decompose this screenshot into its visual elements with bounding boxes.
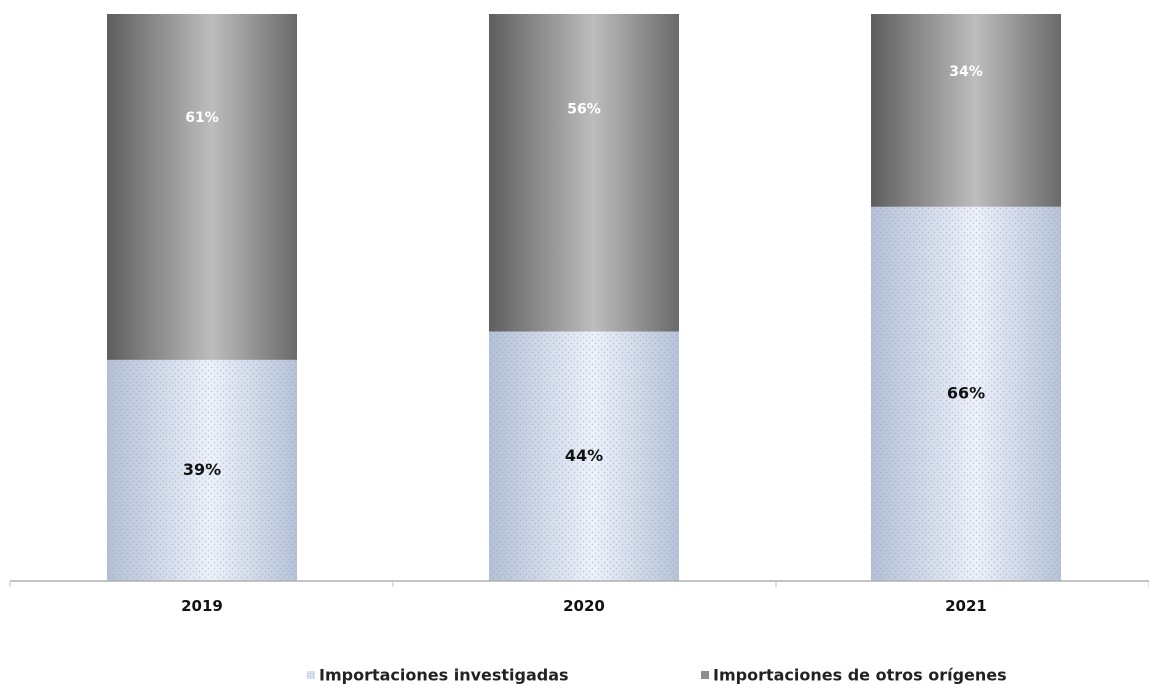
x-tick-label-2019: 2019 — [181, 597, 223, 615]
x-tick-marks — [9, 581, 1149, 587]
bar-texture — [871, 206, 1061, 581]
bar-texture — [107, 359, 297, 581]
legend-swatch-texture — [307, 671, 315, 679]
x-axis-labels: 2019 2020 2021 — [181, 597, 987, 615]
x-tick-label-2021: 2021 — [945, 597, 987, 615]
bars-layer — [107, 14, 1061, 581]
bar-fill — [871, 14, 1061, 207]
data-label-2020-investigadas: 44% — [565, 446, 603, 465]
data-label-2020-otros: 56% — [567, 101, 601, 117]
legend: Importaciones investigadas Importaciones … — [307, 666, 1007, 685]
data-label-2021-investigadas: 66% — [947, 383, 985, 402]
legend-label-investigadas: Importaciones investigadas — [319, 666, 569, 685]
bar-fill — [489, 14, 679, 332]
data-label-2019-otros: 61% — [185, 110, 219, 126]
bar-fill — [107, 14, 297, 360]
data-labels-layer: 39% 61% 44% 56% 66% 34% — [183, 64, 985, 479]
bar-segment-2020-otros — [489, 14, 679, 332]
bar-texture — [489, 331, 679, 581]
legend-item-otros: Importaciones de otros orígenes — [701, 666, 1007, 685]
bar-segment-2019-otros — [107, 14, 297, 360]
bar-segment-2021-otros — [871, 14, 1061, 207]
x-tick-label-2020: 2020 — [563, 597, 605, 615]
data-label-2019-investigadas: 39% — [183, 460, 221, 479]
bar-segment-2021-investigadas — [871, 206, 1061, 581]
legend-swatch-otros — [701, 671, 709, 679]
legend-label-otros: Importaciones de otros orígenes — [713, 666, 1007, 685]
bar-segment-2020-investigadas — [489, 331, 679, 581]
legend-item-investigadas: Importaciones investigadas — [307, 666, 569, 685]
bar-segment-2019-investigadas — [107, 359, 297, 581]
data-label-2021-otros: 34% — [949, 64, 983, 80]
